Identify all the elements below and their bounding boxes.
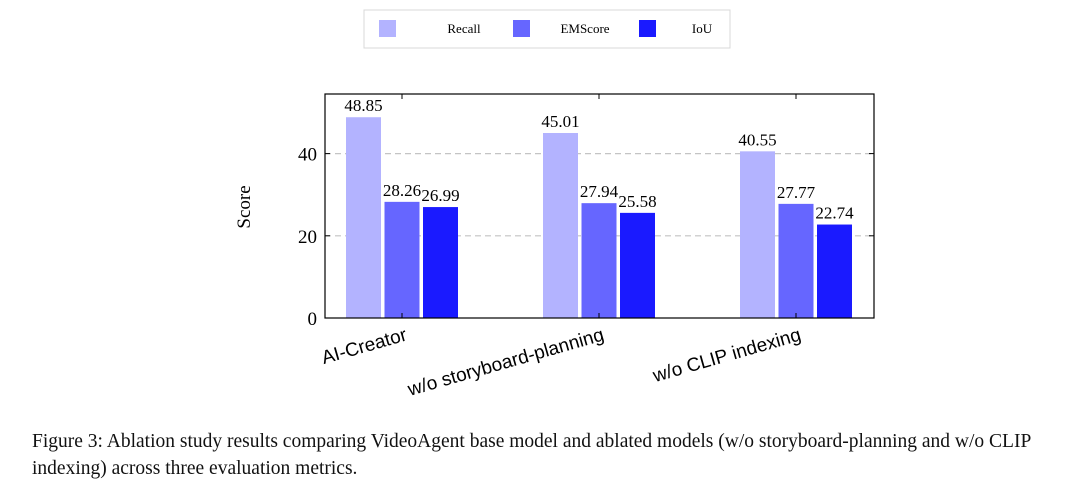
bar-recall [740, 151, 775, 318]
data-label: 45.01 [541, 112, 579, 131]
bar-chart: Recall EMScore IoU 48.85 28.26 26.99 45.01 27.… [234, 9, 875, 401]
x-tick-label: w/o CLIP indexing [650, 325, 804, 388]
y-tick-label: 40 [298, 145, 317, 166]
bar-emscore [778, 203, 814, 318]
y-tick-label: 0 [308, 309, 318, 330]
legend-label: EMScore [560, 21, 609, 36]
data-label: 22.74 [815, 204, 854, 223]
bars [346, 117, 852, 318]
data-label: 27.94 [580, 182, 619, 201]
bar-recall [543, 133, 578, 318]
legend: Recall EMScore IoU [363, 9, 731, 49]
y-tick-label: 20 [298, 227, 317, 248]
bar-iou [817, 224, 852, 318]
data-label: 48.85 [344, 96, 382, 115]
data-label: 25.58 [618, 192, 656, 211]
y-axis-label: Score [234, 185, 255, 228]
y-axis-ticks: 0 20 40 [298, 145, 874, 330]
legend-label: IoU [692, 21, 713, 36]
bar-iou [620, 212, 655, 318]
data-label: 27.77 [777, 183, 816, 202]
bar-emscore [384, 201, 420, 318]
bar-iou [423, 207, 458, 318]
x-tick-label: AI-Creator [319, 324, 410, 369]
legend-swatch-recall [379, 20, 396, 37]
legend-swatch-emscore [513, 20, 530, 37]
bar-emscore [581, 203, 617, 318]
legend-label: Recall [447, 21, 481, 36]
data-label: 28.26 [383, 181, 421, 200]
x-tick-label: w/o storyboard-planning [405, 325, 607, 401]
legend-swatch-iou [639, 20, 656, 37]
figure-caption: Figure 3: Ablation study results compari… [32, 431, 1031, 479]
bar-recall [346, 117, 381, 318]
data-label: 26.99 [421, 186, 459, 205]
data-label: 40.55 [738, 130, 776, 149]
